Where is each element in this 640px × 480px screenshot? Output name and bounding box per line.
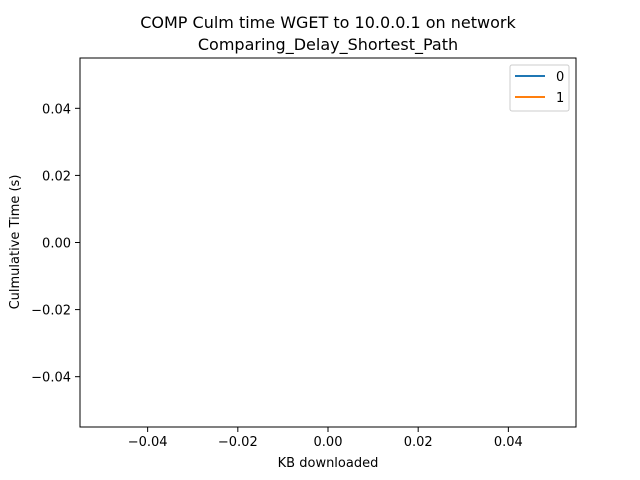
y-tick-label: 0.04 — [42, 102, 71, 117]
y-axis-ticks: −0.04 −0.02 0.00 0.02 0.04 — [31, 102, 80, 386]
x-tick-label: 0.00 — [314, 435, 343, 450]
legend-label-1: 1 — [556, 91, 564, 106]
legend: 01 — [509, 64, 570, 112]
y-tick-label: −0.04 — [31, 371, 71, 386]
y-axis-label: Culmulative Time (s) — [8, 175, 23, 310]
legend-label-0: 0 — [556, 70, 564, 85]
x-tick-label: 0.02 — [404, 435, 433, 450]
x-tick-label: −0.02 — [218, 435, 258, 450]
plot-area — [79, 57, 577, 428]
x-tick-label: 0.04 — [494, 435, 523, 450]
chart-title-line-1: COMP Culm time WGET to 10.0.0.1 on netwo… — [140, 13, 516, 32]
x-tick-label: −0.04 — [128, 435, 168, 450]
y-tick-label: 0.00 — [42, 237, 71, 252]
x-axis-label: KB downloaded — [278, 456, 379, 471]
chart-title-line-2: Comparing_Delay_Shortest_Path — [198, 35, 458, 55]
x-axis-ticks: −0.04 −0.02 0.00 0.02 0.04 — [128, 427, 523, 450]
y-tick-label: −0.02 — [31, 304, 71, 319]
y-tick-label: 0.02 — [42, 169, 71, 184]
